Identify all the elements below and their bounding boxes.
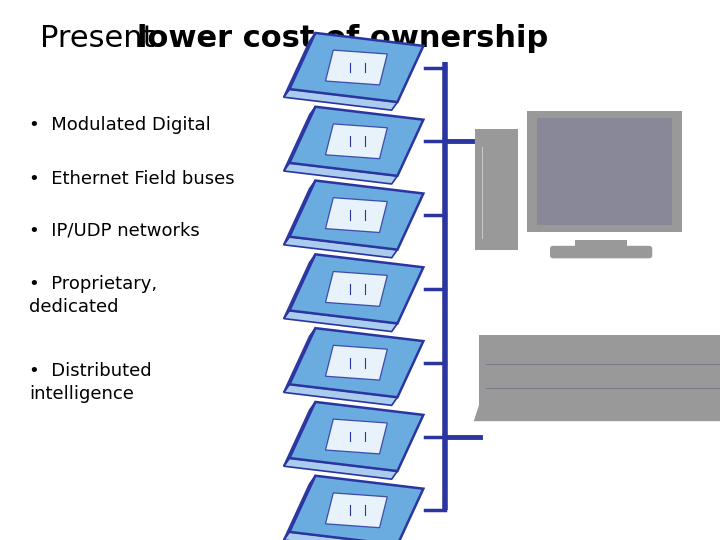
Polygon shape: [289, 180, 423, 249]
Polygon shape: [284, 237, 397, 258]
Text: •  Ethernet Field buses: • Ethernet Field buses: [29, 170, 235, 188]
Polygon shape: [325, 493, 387, 528]
Polygon shape: [325, 272, 387, 306]
Polygon shape: [284, 33, 315, 97]
Polygon shape: [289, 254, 423, 323]
Polygon shape: [284, 310, 397, 332]
Polygon shape: [284, 254, 315, 319]
Text: •  Modulated Digital: • Modulated Digital: [29, 116, 210, 134]
Text: •  IP/UDP networks: • IP/UDP networks: [29, 221, 199, 239]
Bar: [528, 111, 682, 232]
Polygon shape: [325, 345, 387, 380]
Polygon shape: [325, 419, 387, 454]
Polygon shape: [474, 406, 720, 421]
Text: •  Distributed
intelligence: • Distributed intelligence: [29, 362, 151, 403]
Polygon shape: [289, 328, 423, 397]
Polygon shape: [284, 458, 397, 479]
Polygon shape: [325, 124, 387, 159]
Polygon shape: [289, 33, 423, 102]
Bar: [475, 129, 518, 251]
Bar: [537, 118, 672, 225]
Polygon shape: [284, 384, 397, 406]
Polygon shape: [284, 328, 315, 393]
Polygon shape: [289, 107, 423, 176]
Polygon shape: [284, 476, 315, 540]
Polygon shape: [325, 198, 387, 233]
Polygon shape: [289, 476, 423, 540]
FancyBboxPatch shape: [550, 246, 652, 258]
Polygon shape: [284, 163, 397, 184]
Polygon shape: [479, 335, 720, 408]
Polygon shape: [284, 402, 315, 466]
Text: lower cost of ownership: lower cost of ownership: [137, 24, 548, 53]
Polygon shape: [284, 180, 315, 245]
Bar: [575, 240, 627, 248]
Polygon shape: [289, 402, 423, 471]
Text: •  Proprietary,
dedicated: • Proprietary, dedicated: [29, 275, 157, 316]
Polygon shape: [325, 50, 387, 85]
Polygon shape: [284, 532, 397, 540]
Polygon shape: [284, 107, 315, 171]
Text: Present: Present: [40, 24, 174, 53]
Polygon shape: [284, 89, 397, 110]
